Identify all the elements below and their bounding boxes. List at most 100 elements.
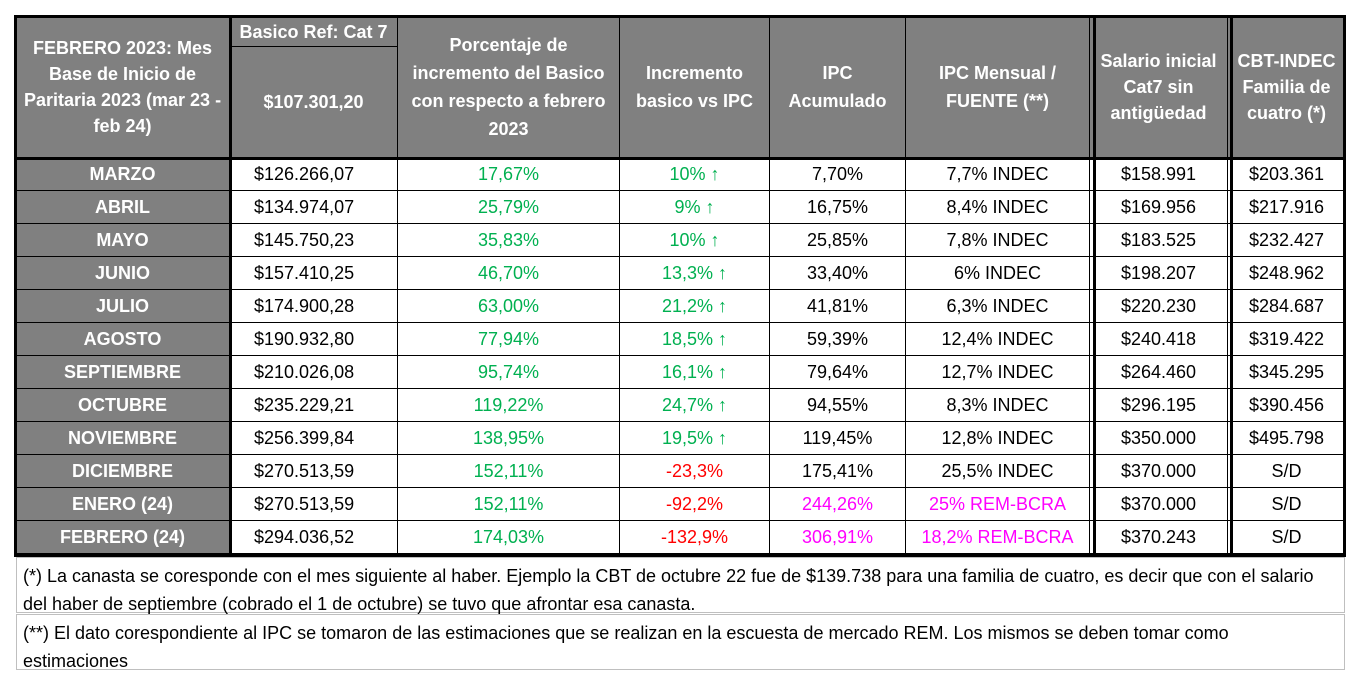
- row-porcentaje: 35,83%: [398, 224, 620, 257]
- row-porcentaje: 174,03%: [398, 521, 620, 554]
- row-month: JULIO: [16, 290, 230, 323]
- row-basico: $256.399,84: [230, 422, 398, 455]
- row-basico: $126.266,07: [230, 158, 398, 191]
- row-porcentaje: 152,11%: [398, 455, 620, 488]
- row-ipc-mensual: 12,7% INDEC: [906, 356, 1090, 389]
- row-incremento: 21,2% ↑: [620, 290, 770, 323]
- row-ipc-mensual: 25% REM-BCRA: [906, 488, 1090, 521]
- row-cbt: $232.427: [1228, 224, 1346, 257]
- row-incremento: 10% ↑: [620, 158, 770, 191]
- header-porcentaje: Porcentaje de incremento del Basico con …: [398, 17, 620, 158]
- row-basico: $210.026,08: [230, 356, 398, 389]
- row-porcentaje: 46,70%: [398, 257, 620, 290]
- row-incremento: 24,7% ↑: [620, 389, 770, 422]
- note-ipc-rem: (**) El dato corespondiente al IPC se to…: [16, 614, 1345, 671]
- row-ipc-mensual: 8,3% INDEC: [906, 389, 1090, 422]
- row-basico: $157.410,25: [230, 257, 398, 290]
- row-ipc-acumulado: 79,64%: [770, 356, 906, 389]
- row-ipc-mensual: 7,8% INDEC: [906, 224, 1090, 257]
- row-incremento: 13,3% ↑: [620, 257, 770, 290]
- row-porcentaje: 25,79%: [398, 191, 620, 224]
- row-ipc-mensual: 6% INDEC: [906, 257, 1090, 290]
- row-cbt: $345.295: [1228, 356, 1346, 389]
- row-incremento: 16,1% ↑: [620, 356, 770, 389]
- row-ipc-acumulado: 33,40%: [770, 257, 906, 290]
- row-incremento: 9% ↑: [620, 191, 770, 224]
- row-basico: $294.036,52: [230, 521, 398, 554]
- row-porcentaje: 63,00%: [398, 290, 620, 323]
- row-month: OCTUBRE: [16, 389, 230, 422]
- row-cbt: $248.962: [1228, 257, 1346, 290]
- header-incremento: Incremento basico vs IPC: [620, 17, 770, 158]
- row-ipc-mensual: 7,7% INDEC: [906, 158, 1090, 191]
- header-mes-base: FEBRERO 2023: Mes Base de Inicio de Pari…: [16, 17, 230, 158]
- row-ipc-acumulado: 94,55%: [770, 389, 906, 422]
- row-salario: $350.000: [1090, 422, 1228, 455]
- row-porcentaje: 95,74%: [398, 356, 620, 389]
- row-basico: $270.513,59: [230, 455, 398, 488]
- row-month: DICIEMBRE: [16, 455, 230, 488]
- row-incremento: -92,2%: [620, 488, 770, 521]
- row-ipc-acumulado: 306,91%: [770, 521, 906, 554]
- header-cbt-indec: CBT-INDEC Familia de cuatro (*): [1228, 17, 1346, 158]
- row-cbt: $284.687: [1228, 290, 1346, 323]
- row-ipc-acumulado: 41,81%: [770, 290, 906, 323]
- row-month: JUNIO: [16, 257, 230, 290]
- row-salario: $183.525: [1090, 224, 1228, 257]
- row-porcentaje: 138,95%: [398, 422, 620, 455]
- row-incremento: 19,5% ↑: [620, 422, 770, 455]
- row-ipc-mensual: 25,5% INDEC: [906, 455, 1090, 488]
- row-cbt: $203.361: [1228, 158, 1346, 191]
- row-porcentaje: 17,67%: [398, 158, 620, 191]
- row-ipc-acumulado: 59,39%: [770, 323, 906, 356]
- note-canasta: (*) La canasta se coresponde con el mes …: [16, 557, 1345, 614]
- row-basico: $174.900,28: [230, 290, 398, 323]
- row-month: MAYO: [16, 224, 230, 257]
- row-month: AGOSTO: [16, 323, 230, 356]
- header-ipc-acumulado: IPC Acumulado: [770, 17, 906, 158]
- row-basico: $270.513,59: [230, 488, 398, 521]
- row-month: NOVIEMBRE: [16, 422, 230, 455]
- header-salario-inicial: Salario inicial Cat7 sin antigüedad: [1090, 17, 1228, 158]
- row-cbt: S/D: [1228, 455, 1346, 488]
- row-cbt: $495.798: [1228, 422, 1346, 455]
- row-cbt: S/D: [1228, 488, 1346, 521]
- row-salario: $370.000: [1090, 488, 1228, 521]
- row-ipc-mensual: 12,8% INDEC: [906, 422, 1090, 455]
- row-salario: $220.230: [1090, 290, 1228, 323]
- row-basico: $190.932,80: [230, 323, 398, 356]
- row-ipc-acumulado: 25,85%: [770, 224, 906, 257]
- row-salario: $169.956: [1090, 191, 1228, 224]
- paritaria-table: FEBRERO 2023: Mes Base de Inicio de Pari…: [16, 17, 1346, 557]
- row-salario: $198.207: [1090, 257, 1228, 290]
- row-cbt: $217.916: [1228, 191, 1346, 224]
- row-month: SEPTIEMBRE: [16, 356, 230, 389]
- row-ipc-acumulado: 119,45%: [770, 422, 906, 455]
- row-month: ENERO (24): [16, 488, 230, 521]
- row-incremento: 18,5% ↑: [620, 323, 770, 356]
- row-ipc-mensual: 6,3% INDEC: [906, 290, 1090, 323]
- row-basico: $134.974,07: [230, 191, 398, 224]
- row-porcentaje: 152,11%: [398, 488, 620, 521]
- row-salario: $296.195: [1090, 389, 1228, 422]
- row-ipc-mensual: 18,2% REM-BCRA: [906, 521, 1090, 554]
- header-basico-ref-value: $107.301,20: [230, 47, 398, 158]
- row-basico: $145.750,23: [230, 224, 398, 257]
- row-cbt: S/D: [1228, 521, 1346, 554]
- row-salario: $370.000: [1090, 455, 1228, 488]
- header-basico-ref: Basico Ref: Cat 7: [230, 17, 398, 47]
- row-ipc-acumulado: 244,26%: [770, 488, 906, 521]
- row-incremento: 10% ↑: [620, 224, 770, 257]
- row-basico: $235.229,21: [230, 389, 398, 422]
- row-ipc-acumulado: 16,75%: [770, 191, 906, 224]
- row-porcentaje: 119,22%: [398, 389, 620, 422]
- row-ipc-acumulado: 7,70%: [770, 158, 906, 191]
- row-ipc-mensual: 8,4% INDEC: [906, 191, 1090, 224]
- row-porcentaje: 77,94%: [398, 323, 620, 356]
- row-salario: $264.460: [1090, 356, 1228, 389]
- row-month: FEBRERO (24): [16, 521, 230, 554]
- row-salario: $158.991: [1090, 158, 1228, 191]
- row-incremento: -23,3%: [620, 455, 770, 488]
- row-month: MARZO: [16, 158, 230, 191]
- header-ipc-mensual: IPC Mensual / FUENTE (**): [906, 17, 1090, 158]
